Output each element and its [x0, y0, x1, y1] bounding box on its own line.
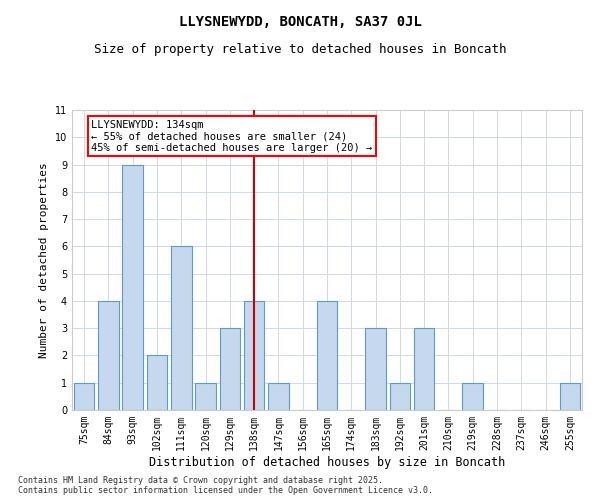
Text: LLYSNEWYDD, BONCATH, SA37 0JL: LLYSNEWYDD, BONCATH, SA37 0JL: [179, 15, 421, 29]
Bar: [171, 246, 191, 410]
Bar: [268, 382, 289, 410]
Text: Contains HM Land Registry data © Crown copyright and database right 2025.
Contai: Contains HM Land Registry data © Crown c…: [18, 476, 433, 495]
Bar: [365, 328, 386, 410]
Bar: [244, 301, 265, 410]
Text: LLYSNEWYDD: 134sqm
← 55% of detached houses are smaller (24)
45% of semi-detache: LLYSNEWYDD: 134sqm ← 55% of detached hou…: [91, 120, 373, 152]
Bar: [74, 382, 94, 410]
Bar: [122, 164, 143, 410]
Bar: [317, 301, 337, 410]
Bar: [389, 382, 410, 410]
Text: Size of property relative to detached houses in Boncath: Size of property relative to detached ho…: [94, 42, 506, 56]
Bar: [195, 382, 216, 410]
Bar: [98, 301, 119, 410]
X-axis label: Distribution of detached houses by size in Boncath: Distribution of detached houses by size …: [149, 456, 505, 468]
Bar: [560, 382, 580, 410]
Bar: [146, 356, 167, 410]
Bar: [463, 382, 483, 410]
Bar: [220, 328, 240, 410]
Bar: [414, 328, 434, 410]
Y-axis label: Number of detached properties: Number of detached properties: [40, 162, 49, 358]
